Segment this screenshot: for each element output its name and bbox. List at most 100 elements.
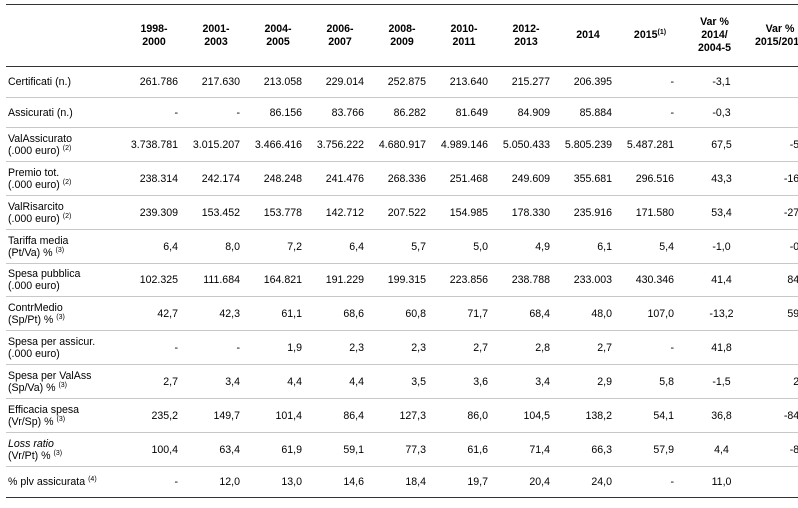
header-label-cell [6,5,123,67]
table-cell: 104,5 [523,409,550,422]
table-cell: 215.277 [511,76,550,88]
table-cell: 63,4 [219,443,240,456]
table-cell: 3,4 [225,375,240,388]
row-label: Certificati (n.) [8,76,71,88]
table-row: Tariffa media (Pt/Va) % (3) 6,4 8,0 7,2 6,4 5,… [6,230,798,264]
table-cell: - [748,98,798,128]
table-cell: 100,4 [151,443,178,456]
table-cell: 2,7 [597,341,612,354]
column-header: Var %2015/2014 [754,22,798,48]
row-label: % plv assicurata (4) [8,476,97,488]
table-cell: 41,8 [711,341,732,354]
table-cell: 5.487.281 [626,138,674,151]
table-row: Certificati (n.) 261.786 217.630 213.058 229… [6,67,798,98]
table-cell: 217.630 [201,76,240,88]
table-cell: -0,7 [789,240,798,253]
table-cell: - [748,467,798,498]
table-cell: 11,0 [711,476,732,488]
table-cell: 71,7 [467,307,488,320]
table-cell: 60,8 [405,307,426,320]
table-cell: 153.778 [263,206,302,219]
table-cell: - [174,106,178,119]
table-cell: 61,1 [281,307,302,320]
table-cell: -13,2 [709,307,734,320]
table-row: Premio tot. (.000 euro) (2) 238.314 242.174… [6,162,798,196]
table-cell: 268.336 [387,172,426,185]
table-cell: 18,4 [405,476,426,488]
row-label: ValAssicurato (.000 euro) (2) [8,132,72,157]
column-header: 2015(1) [633,29,667,41]
table-cell: 296.516 [635,172,674,185]
footnote-marker: (3) [56,415,66,423]
table-row: Assicurati (n.) - - 86.156 83.766 86.282 81.64… [6,98,798,128]
table-cell: 242.174 [201,172,240,185]
column-header: 2001- 2003 [202,22,230,48]
table-row: ValRisarcito (.000 euro) (2) 239.309 153.45… [6,196,798,230]
table-cell: 68,4 [529,307,550,320]
table-cell: 127,3 [399,409,426,422]
table-cell: 138,2 [585,409,612,422]
column-header: 2014 [576,29,600,41]
table-cell: 142.712 [325,206,364,219]
footnote-marker: (3) [55,246,65,254]
footnote-marker: (2) [62,178,72,186]
table-cell: 54,1 [653,409,674,422]
statistics-table: 1998- 2000 2001- 2003 2004- 2005 2006- 2007 2008… [6,4,798,498]
table-cell: 86,0 [467,409,488,422]
table-row: ValAssicurato (.000 euro) (2) 3.738.781 3.0… [6,128,798,162]
table-cell: 154.985 [449,206,488,219]
table-cell: -16,6 [783,172,798,185]
column-header: 2012- 2013 [512,22,540,48]
table-cell: -84,1 [783,409,798,422]
table-cell [748,67,798,98]
table-cell: 3,6 [473,375,488,388]
table-row: Spesa per assicur. (.000 euro) - - 1,9 2,3 2,3… [6,331,798,365]
table-cell: 3.466.416 [254,138,302,151]
table-cell: 199.315 [387,274,426,286]
header-row: 1998- 2000 2001- 2003 2004- 2005 2006- 2007 2008… [6,4,798,67]
table-cell: 3.015.207 [192,138,240,151]
row-label: Efficacia spesa (Vr/Sp) % (3) [8,403,80,428]
table-cell: 107,0 [647,307,674,320]
table-cell: 12,0 [219,476,240,488]
footnote-marker: (3) [56,313,65,321]
table-cell: 14,6 [343,476,364,488]
table-cell: 213.058 [263,76,302,88]
column-header: 2006- 2007 [326,22,354,48]
table-cell: 3,5 [411,375,426,388]
table-cell: 102.325 [139,274,178,286]
footnote-marker: (2) [62,212,72,220]
table-cell: 171.580 [635,206,674,219]
table-cell: 66,3 [591,443,612,456]
table-cell: 2,3 [349,341,364,354]
table-cell: -5,5 [789,138,798,151]
table-row: % plv assicurata (4) - 12,0 13,0 14,6 18,4 19,… [6,467,798,498]
table-cell: 430.346 [635,274,674,286]
table-cell: - [748,331,798,365]
table-cell: 53,4 [711,206,732,219]
table-cell: 5,7 [411,240,426,253]
table-cell: 235.916 [573,206,612,219]
column-header: 2010- 2011 [450,22,478,48]
table-cell: 24,0 [591,476,612,488]
table-cell: 86.156 [269,106,302,119]
table-cell: 111.684 [203,274,240,286]
table-cell: - [174,341,178,354]
table-cell: 239.309 [139,206,178,219]
table-cell: 7,2 [287,240,302,253]
table-cell: 207.522 [387,206,426,219]
row-label: Spesa per ValAss (Sp/Va) % (3) [8,369,92,394]
table-cell: 164.821 [263,274,302,286]
table-cell: 248.248 [263,172,302,185]
column-header: 2004- 2005 [264,22,292,48]
table-cell: - [236,106,240,119]
table-cell: 67,5 [711,138,732,151]
table-cell: 85.884 [579,106,612,119]
table-cell: 59,0 [787,307,798,320]
table-cell: 57,9 [653,443,674,456]
table-cell: 252.875 [387,76,426,88]
table-cell: 4.989.146 [440,138,488,151]
table-cell: - [174,476,178,488]
table-cell: 6,1 [597,240,612,253]
table-cell: 2,7 [163,375,178,388]
